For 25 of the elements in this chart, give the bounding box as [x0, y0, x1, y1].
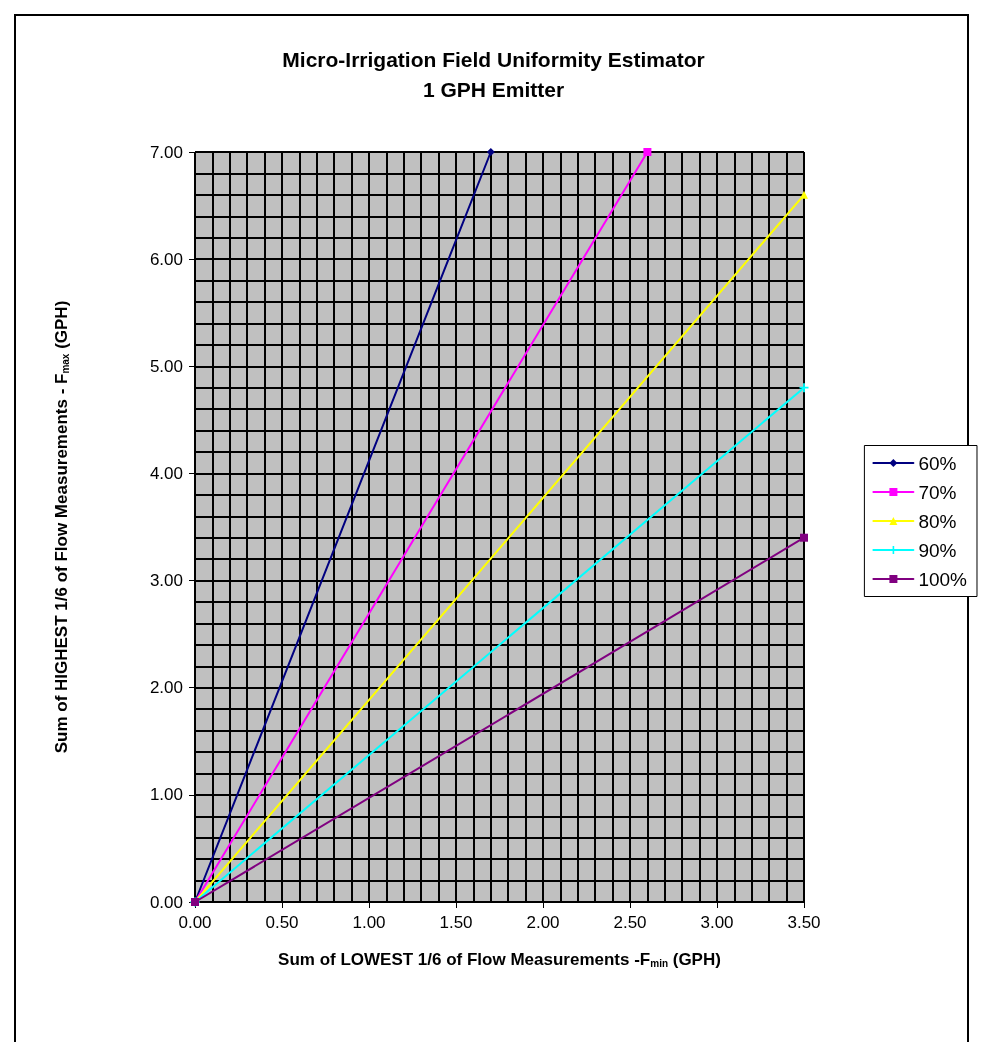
x-tick-label: 3.50	[787, 913, 821, 932]
x-tick-label: 1.00	[352, 913, 386, 932]
x-tick-label: 0.00	[178, 913, 212, 932]
y-tick-label: 4.00	[149, 463, 183, 483]
x-tick-label: 1.50	[439, 913, 473, 932]
y-tick-label: 7.00	[149, 142, 183, 162]
legend-label: 60%	[918, 452, 957, 474]
y-tick-label: 3.00	[149, 571, 183, 591]
legend-label: 80%	[918, 510, 957, 532]
legend-label: 70%	[918, 481, 957, 503]
chart-subtitle: 1 GPH Emitter	[422, 78, 565, 101]
y-tick-label: 2.00	[149, 678, 183, 698]
y-tick-label: 6.00	[149, 249, 183, 269]
x-tick-label: 0.50	[265, 913, 299, 932]
legend-label: 90%	[918, 539, 957, 561]
x-tick-label: 2.50	[613, 913, 647, 932]
y-tick-label: 5.00	[149, 356, 183, 376]
x-tick-label: 3.00	[700, 913, 734, 932]
x-tick-label: 2.00	[526, 913, 560, 932]
y-tick-label: 0.00	[149, 892, 183, 912]
x-axis-title: Sum of LOWEST 1/6 of Flow Measurements -Fmin (GPH)	[278, 949, 721, 969]
y-axis-title: Sum of HIGHEST 1/6 of Flow Measurements - Fmax (GPH)	[51, 300, 71, 754]
chart-title: Micro-Irrigation Field Uniformity Estimator	[282, 48, 705, 71]
y-tick-label: 1.00	[149, 785, 183, 805]
legend-label: 100%	[918, 568, 968, 590]
